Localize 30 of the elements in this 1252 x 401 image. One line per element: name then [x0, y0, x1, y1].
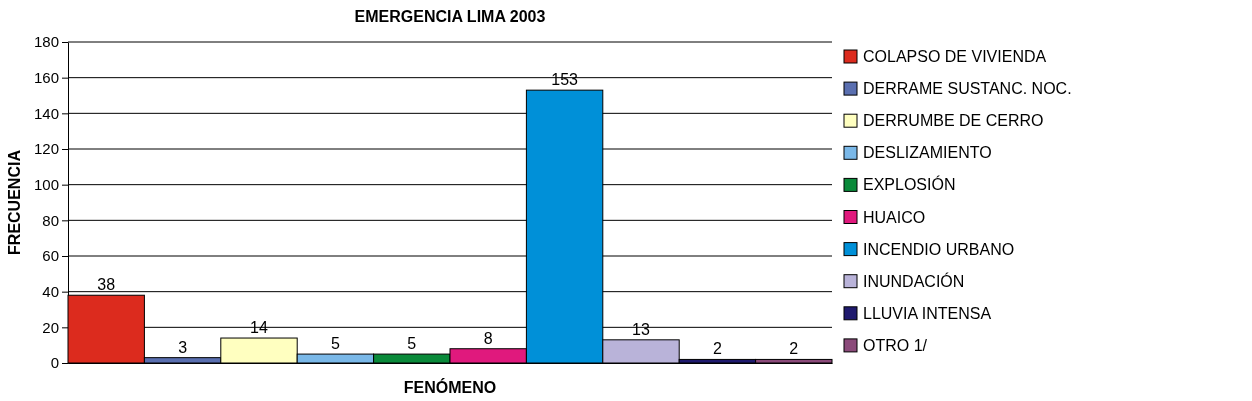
y-tick-label: 0: [50, 354, 59, 372]
chart-title: EMERGENCIA LIMA 2003: [354, 8, 546, 25]
data-label: 38: [97, 276, 116, 294]
legend-label: INUNDACIÓN: [863, 271, 965, 290]
x-axis-title: FENÓMENO: [403, 378, 497, 396]
data-label: 5: [330, 335, 340, 353]
legend-label: DERRUMBE DE CERRO: [863, 112, 1044, 130]
y-tick-label: 120: [33, 140, 59, 158]
legend-label: COLAPSO DE VIVIENDA: [863, 48, 1047, 65]
y-axis-title: FRECUENCIA: [6, 149, 23, 255]
legend-label: HUAICO: [863, 208, 926, 226]
y-tick-label: 40: [42, 282, 59, 300]
legend-label: INCENDIO URBANO: [863, 240, 1015, 258]
legend-label: DERRAME SUSTANC. NOC.: [863, 80, 1072, 98]
data-label: 3: [178, 338, 188, 356]
legend-label: OTRO 1/: [863, 336, 928, 354]
data-label: 2: [789, 340, 799, 358]
y-tick-label: 60: [42, 247, 59, 265]
data-label: 8: [483, 329, 493, 347]
y-tick-label: 140: [33, 104, 59, 122]
legend-label: DESLIZAMIENTO: [863, 144, 992, 162]
y-tick-label: 180: [33, 33, 59, 51]
y-tick-label: 80: [42, 211, 59, 229]
data-label: 5: [407, 335, 417, 353]
data-label: 2: [712, 340, 722, 358]
y-tick-label: 20: [42, 318, 59, 336]
legend-label: LLUVIA INTENSA: [863, 304, 992, 322]
y-tick-label: 160: [33, 68, 59, 86]
legend-label: EXPLOSIÓN: [863, 175, 956, 194]
y-tick-label: 100: [33, 175, 59, 193]
